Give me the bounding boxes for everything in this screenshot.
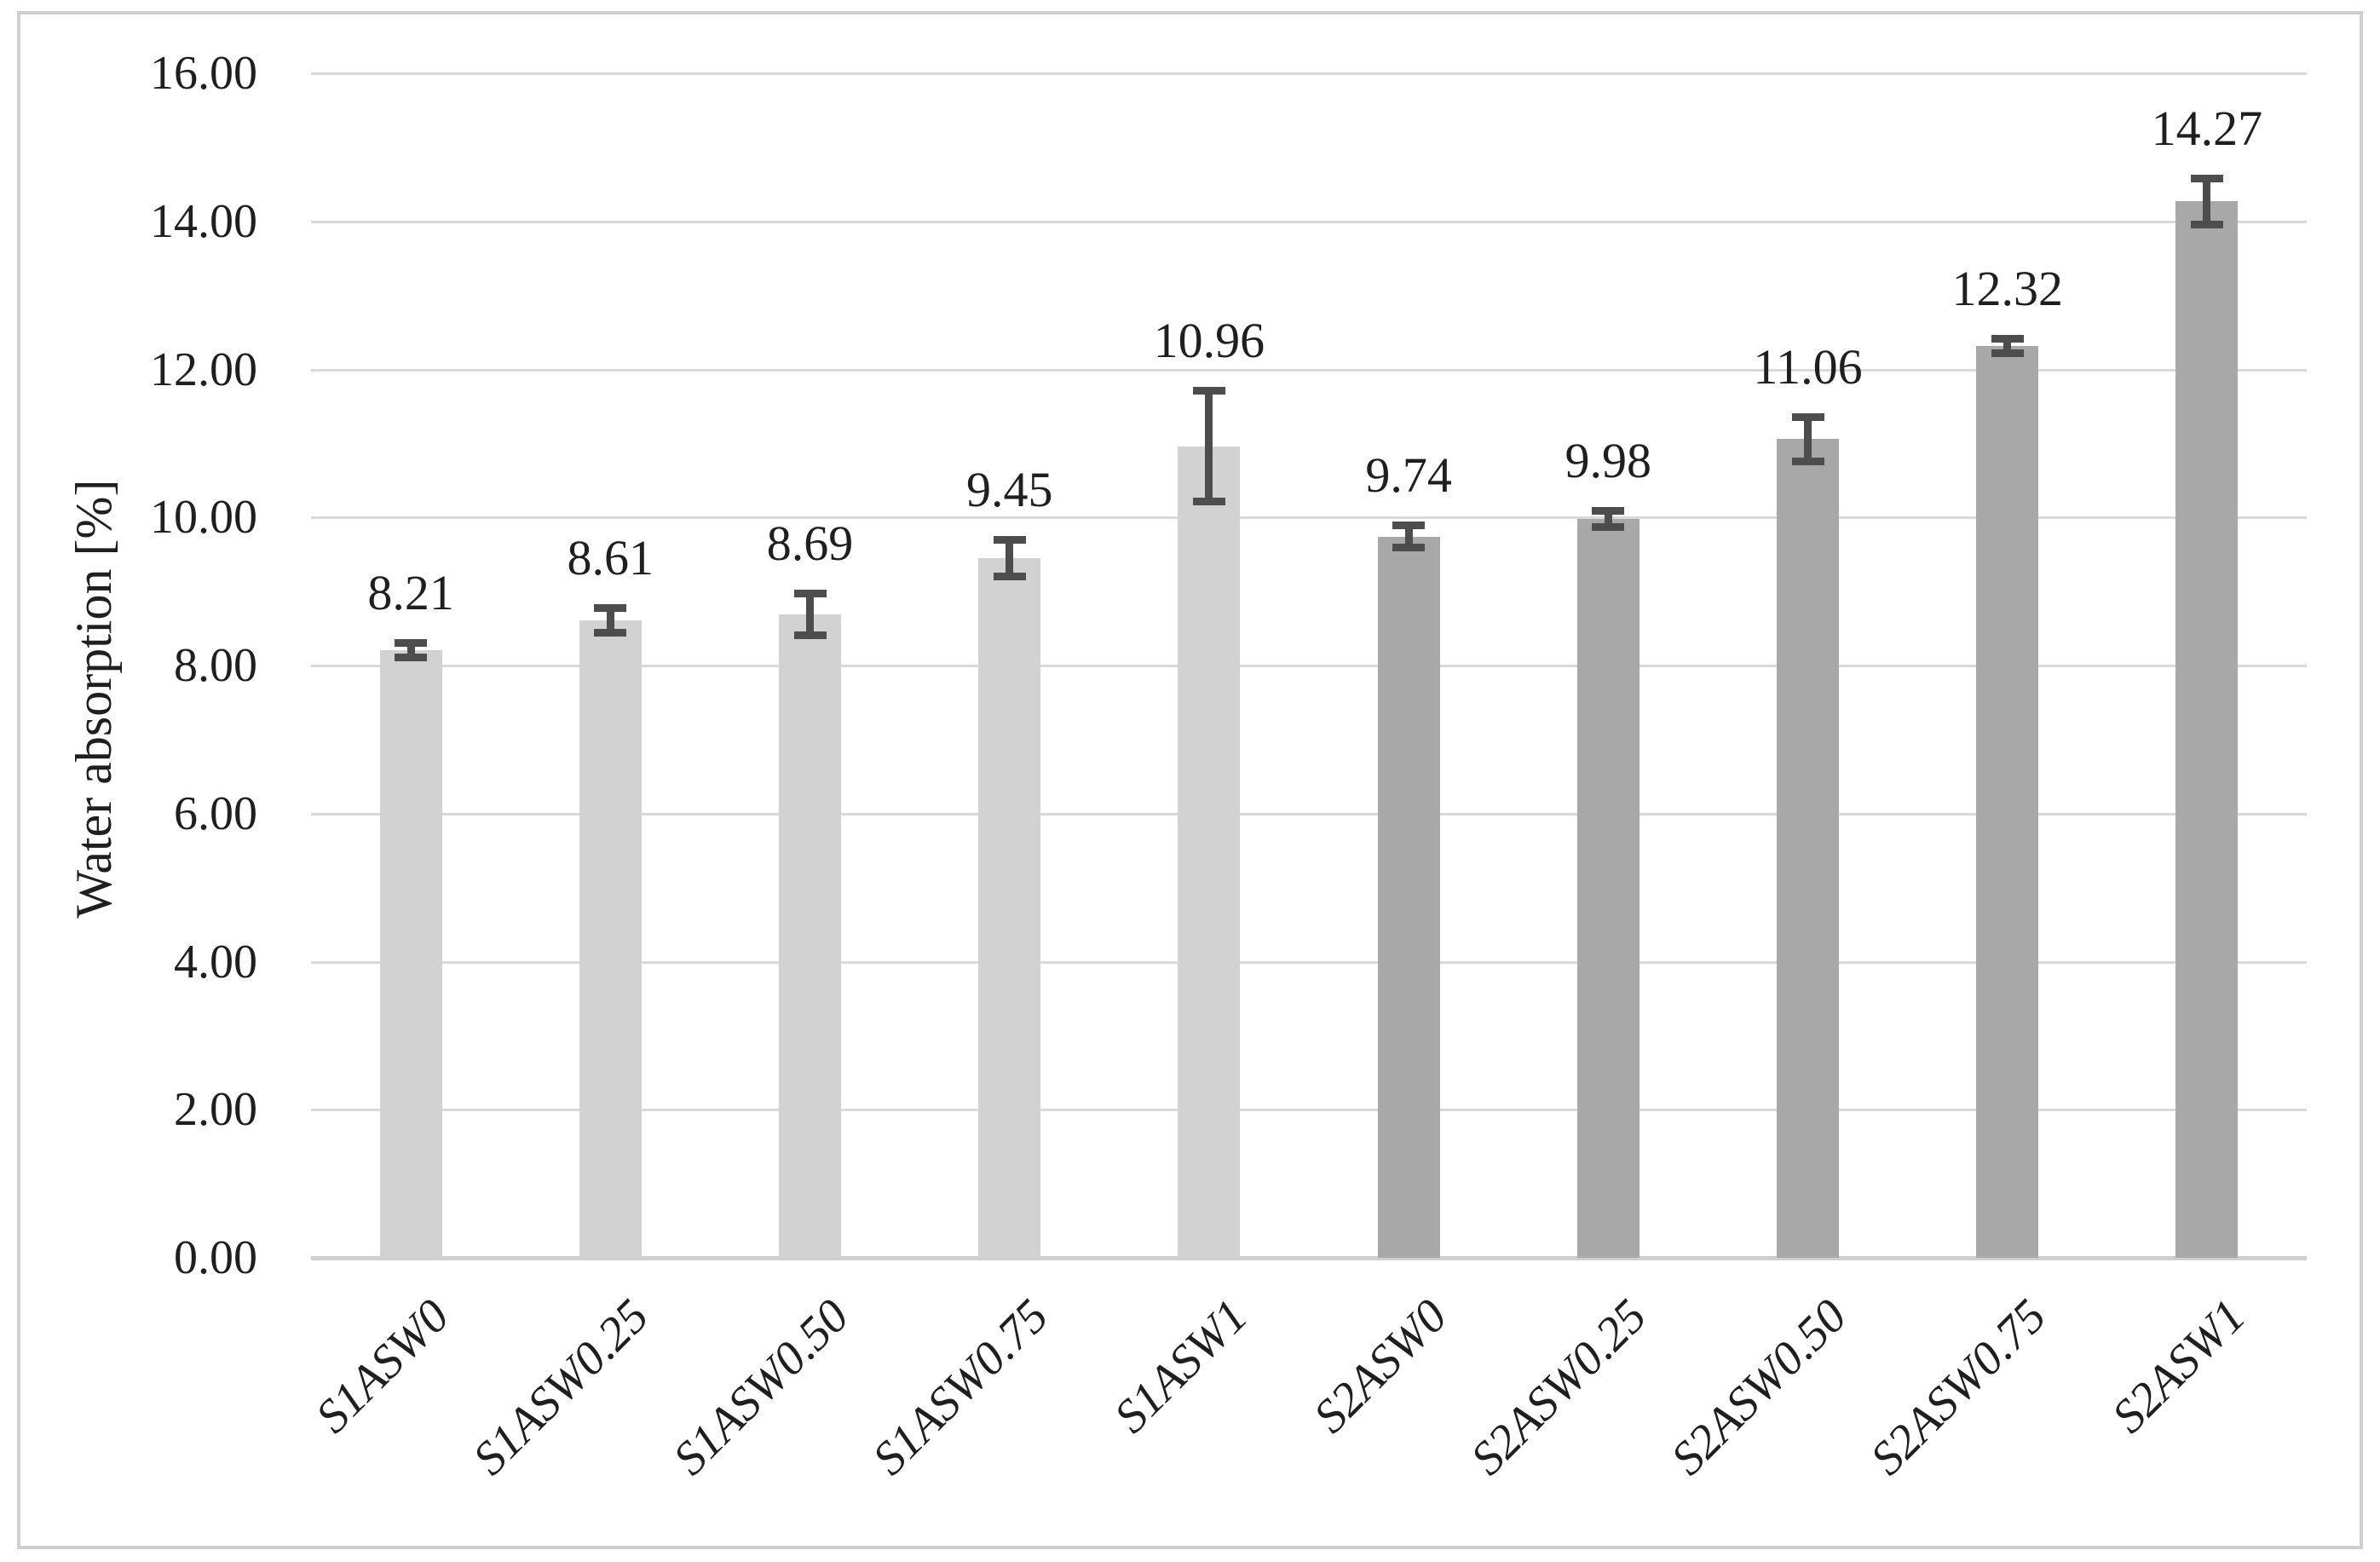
error-bar-S1ASW1 xyxy=(1192,387,1225,506)
x-axis-line xyxy=(311,1256,2307,1260)
data-label: 11.06 xyxy=(1753,338,1863,395)
gridline xyxy=(311,1109,2307,1112)
error-bar-line xyxy=(1804,412,1812,465)
bar-S2ASW1 xyxy=(2175,201,2239,1258)
error-bar-S2ASW0.75 xyxy=(1991,334,2024,357)
y-tick-label: 0.00 xyxy=(174,1231,257,1284)
y-tick-label: 6.00 xyxy=(174,787,257,840)
error-bar-cap-top xyxy=(1991,334,2024,343)
error-bar-line xyxy=(806,590,814,639)
error-bar-S1ASW0.25 xyxy=(594,603,627,637)
gridline xyxy=(311,665,2307,667)
y-axis-title: Water absorption [%] xyxy=(66,479,122,919)
data-label: 9.98 xyxy=(1565,433,1652,489)
y-tick-label: 14.00 xyxy=(150,194,257,248)
data-label: 9.45 xyxy=(965,461,1053,517)
gridline xyxy=(311,72,2307,75)
y-tick-label: 12.00 xyxy=(150,343,257,396)
error-bar-S2ASW0 xyxy=(1392,522,1426,552)
error-bar-cap-top xyxy=(2190,175,2223,183)
error-bar-cap-top xyxy=(1392,522,1426,530)
error-bar-cap-bottom xyxy=(1791,457,1824,465)
error-bar-S1ASW0 xyxy=(395,638,428,661)
bar-S2ASW0.75 xyxy=(1976,345,2039,1258)
error-bar-cap-top xyxy=(395,638,428,647)
error-bar-cap-bottom xyxy=(993,573,1026,581)
error-bar-cap-bottom xyxy=(2190,220,2223,228)
error-bar-S2ASW0.25 xyxy=(1592,507,1625,531)
bar-S1ASW1 xyxy=(1178,446,1241,1258)
bar-S1ASW0.75 xyxy=(978,558,1041,1258)
bar-S1ASW0.25 xyxy=(579,620,642,1258)
error-bar-line xyxy=(1006,535,1014,581)
error-bar-cap-top xyxy=(1192,387,1225,395)
gridline xyxy=(311,368,2307,372)
bar-S1ASW0 xyxy=(379,649,442,1258)
gridline xyxy=(311,812,2307,816)
error-bar-S2ASW0.50 xyxy=(1791,412,1824,465)
error-bar-S2ASW1 xyxy=(2190,175,2223,228)
error-bar-S1ASW0.50 xyxy=(793,590,827,639)
error-bar-line xyxy=(1404,522,1413,552)
y-tick-label: 16.00 xyxy=(150,47,257,100)
data-label: 8.69 xyxy=(766,516,854,572)
error-bar-cap-bottom xyxy=(395,653,428,661)
error-bar-cap-bottom xyxy=(594,629,627,637)
error-bar-line xyxy=(1205,387,1213,506)
data-label: 9.74 xyxy=(1365,447,1452,504)
error-bar-cap-top xyxy=(594,603,627,612)
error-bar-cap-bottom xyxy=(1592,522,1625,531)
data-label: 8.21 xyxy=(367,564,454,620)
error-bar-cap-bottom xyxy=(1192,498,1225,506)
error-bar-line xyxy=(406,638,415,661)
data-label: 14.27 xyxy=(2151,101,2263,157)
error-bar-line xyxy=(606,603,614,637)
bar-S2ASW0.50 xyxy=(1777,439,1839,1258)
error-bar-line xyxy=(2003,334,2012,357)
y-tick-label: 10.00 xyxy=(150,491,257,545)
bar-S2ASW0 xyxy=(1377,536,1440,1258)
error-bar-cap-bottom xyxy=(1392,544,1426,552)
error-bar-cap-bottom xyxy=(793,631,827,639)
data-label: 8.61 xyxy=(567,529,654,585)
error-bar-cap-top xyxy=(993,535,1026,544)
error-bar-cap-top xyxy=(1592,507,1625,516)
gridline xyxy=(311,220,2307,223)
data-label: 10.96 xyxy=(1153,313,1265,369)
y-tick-label: 2.00 xyxy=(174,1083,257,1137)
error-bar-line xyxy=(1604,507,1612,531)
error-bar-S1ASW0.75 xyxy=(993,535,1026,581)
y-tick-label: 8.00 xyxy=(174,639,257,692)
gridline xyxy=(311,516,2307,520)
error-bar-line xyxy=(2203,175,2211,228)
gridline xyxy=(311,960,2307,964)
error-bar-cap-bottom xyxy=(1991,349,2024,357)
bar-S1ASW0.50 xyxy=(779,614,841,1258)
error-bar-cap-top xyxy=(1791,412,1824,421)
error-bar-cap-top xyxy=(793,590,827,598)
y-tick-label: 4.00 xyxy=(174,935,257,988)
bar-S2ASW0.25 xyxy=(1576,518,1639,1258)
data-label: 12.32 xyxy=(1951,260,2063,316)
